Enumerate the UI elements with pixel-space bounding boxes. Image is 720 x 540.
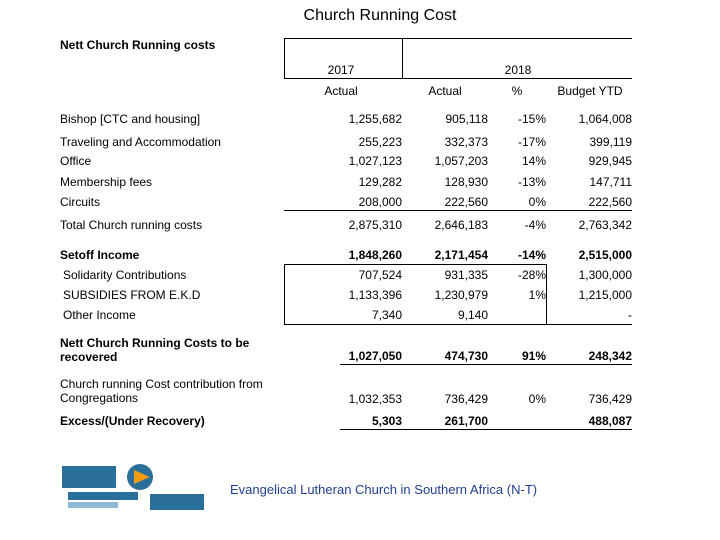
rule — [284, 210, 632, 211]
cell-value: 222,560 — [444, 195, 488, 209]
cell-value: 128,930 — [444, 175, 488, 189]
column-header: Actual — [324, 84, 358, 98]
cell-value: 255,223 — [358, 135, 402, 149]
logo-shape — [68, 492, 138, 500]
cell-value: 2,515,000 — [578, 248, 632, 262]
cell-value: 332,373 — [444, 135, 488, 149]
cell-value: 129,282 — [358, 175, 402, 189]
cell-value: 1,848,260 — [348, 248, 402, 262]
column-header: Actual — [428, 84, 462, 98]
logo-shape — [150, 494, 204, 510]
title: Church Running Cost — [303, 7, 457, 24]
cell-value: 2,646,183 — [434, 218, 488, 232]
cell-value: 1,032,353 — [348, 392, 402, 406]
cell-value: -14% — [517, 248, 546, 262]
cell-value: 2,171,454 — [434, 248, 488, 262]
row-label: Church running Cost contribution from Co… — [60, 377, 263, 405]
row-label: Other Income — [63, 308, 136, 322]
cell-value: 1,027,123 — [348, 154, 402, 168]
cell-value: 1,255,682 — [348, 112, 402, 126]
cell-value: 2,763,342 — [578, 218, 632, 232]
cell-value: - — [628, 308, 632, 322]
row-label: Traveling and Accommodation — [60, 135, 221, 149]
cell-value: 1,215,000 — [578, 288, 632, 302]
cell-value: 9,140 — [457, 308, 488, 322]
cell-value: 399,119 — [589, 135, 633, 149]
column-header: Budget YTD — [557, 84, 623, 98]
cell-value: 1% — [528, 288, 546, 302]
cell-value: -15% — [517, 112, 546, 126]
cell-value: 707,524 — [358, 268, 402, 282]
row-label: Setoff Income — [60, 248, 140, 262]
footer-text: Evangelical Lutheran Church in Southern … — [230, 482, 538, 497]
year-header: 2017 — [327, 63, 355, 77]
rule — [284, 38, 632, 39]
cell-value: -4% — [524, 218, 546, 232]
logo-shape — [134, 470, 150, 484]
cell-value: 1,300,000 — [578, 268, 632, 282]
rule — [284, 264, 285, 324]
row-label: Nett Church Running Costs to be recovere… — [60, 336, 250, 364]
cell-value: 736,429 — [444, 392, 488, 406]
cell-value: 736,429 — [588, 392, 632, 406]
cell-value: -13% — [517, 175, 546, 189]
cell-value: 0% — [528, 392, 546, 406]
cell-value: 2,875,310 — [348, 218, 402, 232]
rule — [402, 38, 403, 78]
rule — [284, 38, 285, 78]
cell-value: 5,303 — [371, 414, 402, 428]
cell-value: 7,340 — [371, 308, 402, 322]
cell-value: 91% — [521, 349, 546, 363]
row-label: Excess/(Under Recovery) — [60, 414, 205, 428]
rule — [340, 429, 632, 430]
rule — [284, 324, 632, 325]
cell-value: -28% — [517, 268, 546, 282]
logo-shape — [68, 502, 118, 508]
cell-value: 1,027,050 — [348, 349, 402, 363]
row-label: Circuits — [60, 195, 101, 209]
cell-value: -17% — [517, 135, 546, 149]
cell-value: 14% — [521, 154, 546, 168]
cell-value: 222,560 — [588, 195, 632, 209]
row-label: Total Church running costs — [60, 218, 203, 232]
cell-value: 147,711 — [589, 175, 633, 189]
cell-value: 929,945 — [588, 154, 632, 168]
cell-value: 474,730 — [444, 349, 488, 363]
rule — [546, 264, 547, 324]
cell-value: 248,342 — [588, 349, 632, 363]
rule — [284, 264, 546, 265]
rule — [340, 364, 632, 365]
cell-value: 488,087 — [588, 414, 632, 428]
cell-value: 261,700 — [444, 414, 488, 428]
cell-value: 905,118 — [445, 112, 489, 126]
column-header: % — [511, 84, 523, 98]
cell-value: 931,335 — [444, 268, 488, 282]
rule — [284, 78, 402, 79]
cell-value: 0% — [528, 195, 546, 209]
cell-value: 1,057,203 — [434, 154, 488, 168]
subtitle: Nett Church Running costs — [60, 38, 216, 52]
row-label: Membership fees — [60, 175, 153, 189]
row-label: SUBSIDIES FROM E.K.D — [63, 288, 201, 302]
cell-value: 1,133,396 — [348, 288, 402, 302]
cell-value: 208,000 — [358, 195, 402, 209]
row-label: Office — [60, 154, 92, 168]
cell-value: 1,064,008 — [578, 112, 632, 126]
year-header: 2018 — [504, 63, 532, 77]
row-label: Bishop [CTC and housing] — [60, 112, 201, 126]
rule — [402, 78, 632, 79]
row-label: Solidarity Contributions — [63, 268, 187, 282]
cell-value: 1,230,979 — [434, 288, 488, 302]
logo-shape — [62, 466, 116, 488]
logo — [62, 464, 204, 510]
